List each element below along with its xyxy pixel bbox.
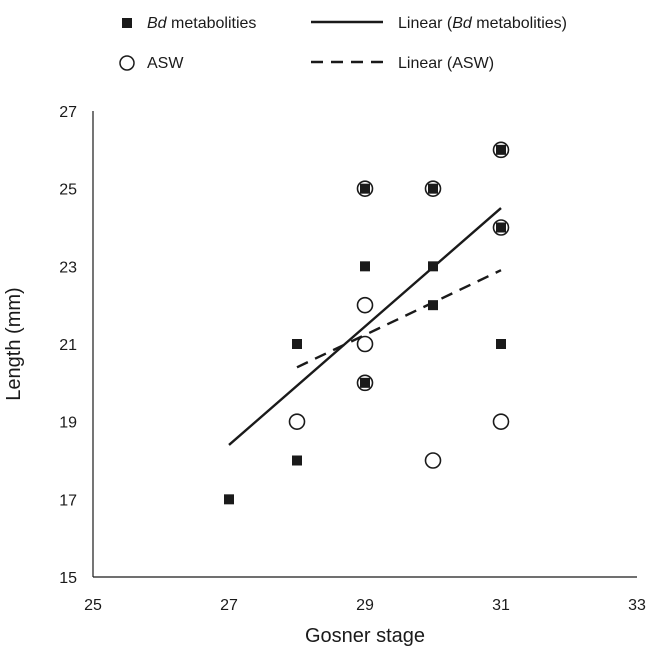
bd-metabolities-point	[360, 377, 370, 388]
legend-item: Linear (Bd metabolities)	[311, 15, 567, 32]
legend-item: Bd metabolities	[122, 15, 256, 32]
y-tick-label: 25	[59, 182, 77, 199]
y-tick-label: 17	[59, 492, 77, 509]
asw-point	[356, 374, 374, 392]
legend-circle-marker	[119, 55, 135, 71]
bd-metabolities-point	[428, 300, 438, 311]
bd-metabolities-point	[360, 183, 370, 194]
legend-label: Linear (Bd metabolities)	[398, 15, 567, 32]
asw-point	[356, 296, 374, 314]
trendline-asw	[296, 269, 502, 369]
asw-point	[356, 335, 374, 353]
x-tick-labels: 25 27 29 31 33	[84, 597, 646, 614]
bd-metabolities-point	[292, 455, 302, 466]
bd-metabolities-point	[496, 144, 506, 155]
bd-metabolities-point	[360, 261, 370, 272]
legend-label-italic: Bd	[452, 15, 473, 32]
bd-metabolities-point	[292, 339, 302, 349]
asw-point	[288, 413, 306, 430]
legend-label-suffix: metabolities	[167, 15, 257, 32]
bd-metabolities-point	[496, 339, 506, 349]
legend: Bd metabolities Linear (Bd metabolities)A…	[119, 15, 567, 72]
legend-label-suffix: ASW	[147, 55, 184, 72]
x-tick-label: 29	[356, 597, 374, 614]
x-tick-label: 33	[628, 597, 646, 614]
y-tick-label: 19	[59, 415, 77, 432]
asw-point	[424, 180, 442, 197]
asw-point	[424, 452, 442, 469]
y-tick-label: 27	[59, 104, 77, 121]
trendline-bd-metabolities	[228, 207, 502, 446]
x-tick-label: 31	[492, 597, 510, 614]
y-tick-labels: 15 17 19 21 23 25 27	[59, 104, 77, 587]
data-points	[224, 141, 510, 505]
legend-label-italic: Bd	[147, 15, 168, 32]
legend-label-suffix: metabolities)	[472, 15, 567, 32]
legend-square-marker	[122, 18, 132, 28]
bd-metabolities-point	[224, 494, 234, 505]
trendlines	[228, 207, 502, 446]
bd-metabolities-point	[428, 183, 438, 194]
asw-point	[492, 141, 510, 159]
legend-label: Linear (ASW)	[398, 55, 494, 72]
legend-label: Bd metabolities	[147, 15, 256, 32]
legend-item: Linear (ASW)	[311, 55, 494, 72]
x-tick-label: 27	[220, 597, 238, 614]
x-tick-label: 25	[84, 597, 102, 614]
bd-metabolities-point	[496, 222, 506, 233]
y-tick-label: 15	[59, 570, 77, 587]
y-tick-label: 23	[59, 259, 77, 276]
legend-label-suffix: Linear (ASW)	[398, 55, 494, 72]
legend-label-prefix: Linear (	[398, 15, 453, 32]
asw-point	[492, 219, 510, 236]
y-axis-title: Length (mm)	[3, 287, 25, 400]
y-tick-label: 21	[59, 337, 77, 354]
asw-point	[492, 413, 510, 430]
x-axis-title: Gosner stage	[305, 625, 425, 647]
bd-metabolities-point	[428, 261, 438, 272]
legend-label: ASW	[147, 55, 184, 72]
asw-point	[356, 180, 374, 197]
axes	[92, 111, 637, 578]
legend-item: ASW	[119, 55, 184, 72]
